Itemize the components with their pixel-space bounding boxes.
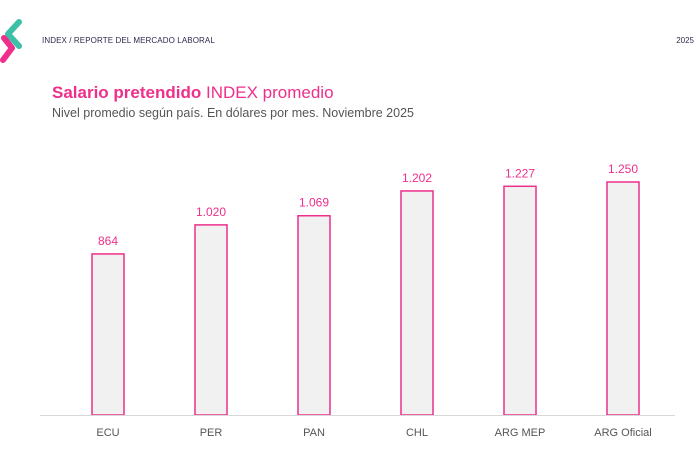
- x-tick-label: ARG Oficial: [594, 427, 651, 439]
- x-tick-label: CHL: [406, 427, 428, 439]
- data-label: 864: [98, 234, 118, 248]
- chart-title-bold: Salario pretendido: [52, 83, 202, 102]
- data-label: 1.020: [196, 205, 226, 219]
- data-label: 1.227: [505, 166, 535, 180]
- breadcrumb: INDEX / REPORTE DEL MERCADO LABORAL: [42, 36, 215, 45]
- x-tick-label: ECU: [96, 427, 119, 439]
- bar-chl: [400, 190, 434, 416]
- data-label: 1.202: [402, 171, 432, 185]
- chart-subtitle: Nivel promedio según país. En dólares po…: [52, 106, 414, 120]
- bar-arg-mep: [503, 185, 537, 416]
- chart-title-rest: INDEX promedio: [205, 83, 334, 102]
- bar-pan: [297, 214, 331, 416]
- data-label: 1.069: [299, 196, 329, 210]
- index-logo-icon: [0, 19, 22, 63]
- x-tick-label: PER: [200, 427, 223, 439]
- x-tick-label: ARG MEP: [495, 427, 546, 439]
- bar-arg-oficial: [606, 181, 640, 416]
- x-tick-label: PAN: [303, 427, 325, 439]
- report-year: 2025: [676, 36, 694, 45]
- chart-title: Salario pretendido INDEX promedio: [52, 83, 334, 103]
- bar-per: [194, 224, 228, 416]
- bar-ecu: [91, 253, 125, 416]
- data-label: 1.250: [608, 162, 638, 176]
